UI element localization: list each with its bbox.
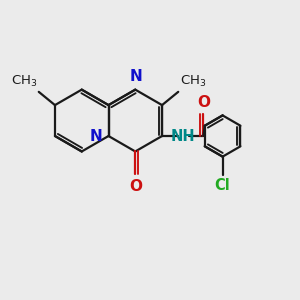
Text: N: N (89, 128, 102, 143)
Text: N: N (130, 69, 142, 84)
Text: O: O (197, 95, 210, 110)
Text: O: O (129, 179, 142, 194)
Text: CH$_3$: CH$_3$ (11, 74, 37, 89)
Text: NH: NH (171, 128, 196, 143)
Text: CH$_3$: CH$_3$ (180, 74, 206, 89)
Text: Cl: Cl (215, 178, 230, 194)
